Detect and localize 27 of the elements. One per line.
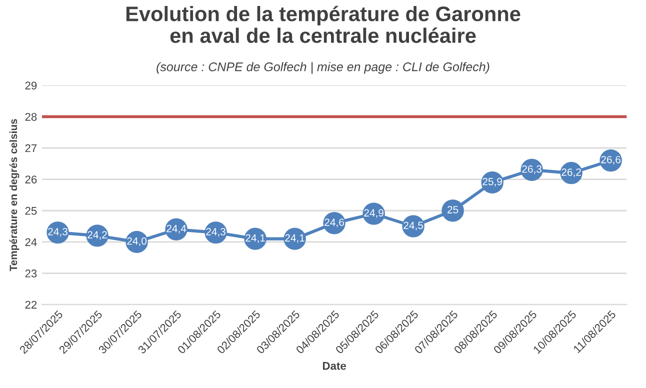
y-tick-label: 22 [25, 300, 37, 309]
data-label: 26,2 [562, 168, 581, 178]
y-tick-label: 24 [25, 238, 37, 246]
y-tick-label: 23 [25, 270, 37, 278]
chart-subtitle: (source : CNPE de Golfech | mise en page : CLI de Golfech) [156, 62, 490, 74]
y-tick-label: 27 [25, 144, 37, 152]
x-axis-title: Date [323, 362, 346, 370]
data-label: 24,1 [285, 234, 304, 243]
data-label: 24,9 [364, 209, 384, 218]
data-label: 26,3 [522, 165, 542, 174]
data-label: 24,5 [404, 222, 424, 230]
y-tick-label: 26 [25, 176, 37, 184]
data-label: 25,9 [482, 178, 502, 186]
y-tick-label: 28 [25, 112, 37, 121]
data-label: 24,3 [48, 228, 68, 237]
data-label: 24,1 [246, 234, 265, 243]
y-axis-title: Température en degrés celsius [9, 119, 20, 272]
y-tick-label: 29 [25, 82, 37, 90]
data-label: 24,3 [206, 228, 226, 237]
y-tick-label: 25 [25, 206, 37, 215]
chart-title: Evolution de la température de Garonne en aval de la centrale nucléaire [126, 6, 520, 43]
data-label: 24,4 [166, 224, 186, 234]
data-label: 26,6 [601, 156, 620, 165]
data-label: 24,0 [127, 237, 147, 246]
data-label: 24,2 [88, 231, 107, 240]
data-label: 25 [448, 206, 458, 214]
data-label: 24,6 [324, 218, 344, 228]
